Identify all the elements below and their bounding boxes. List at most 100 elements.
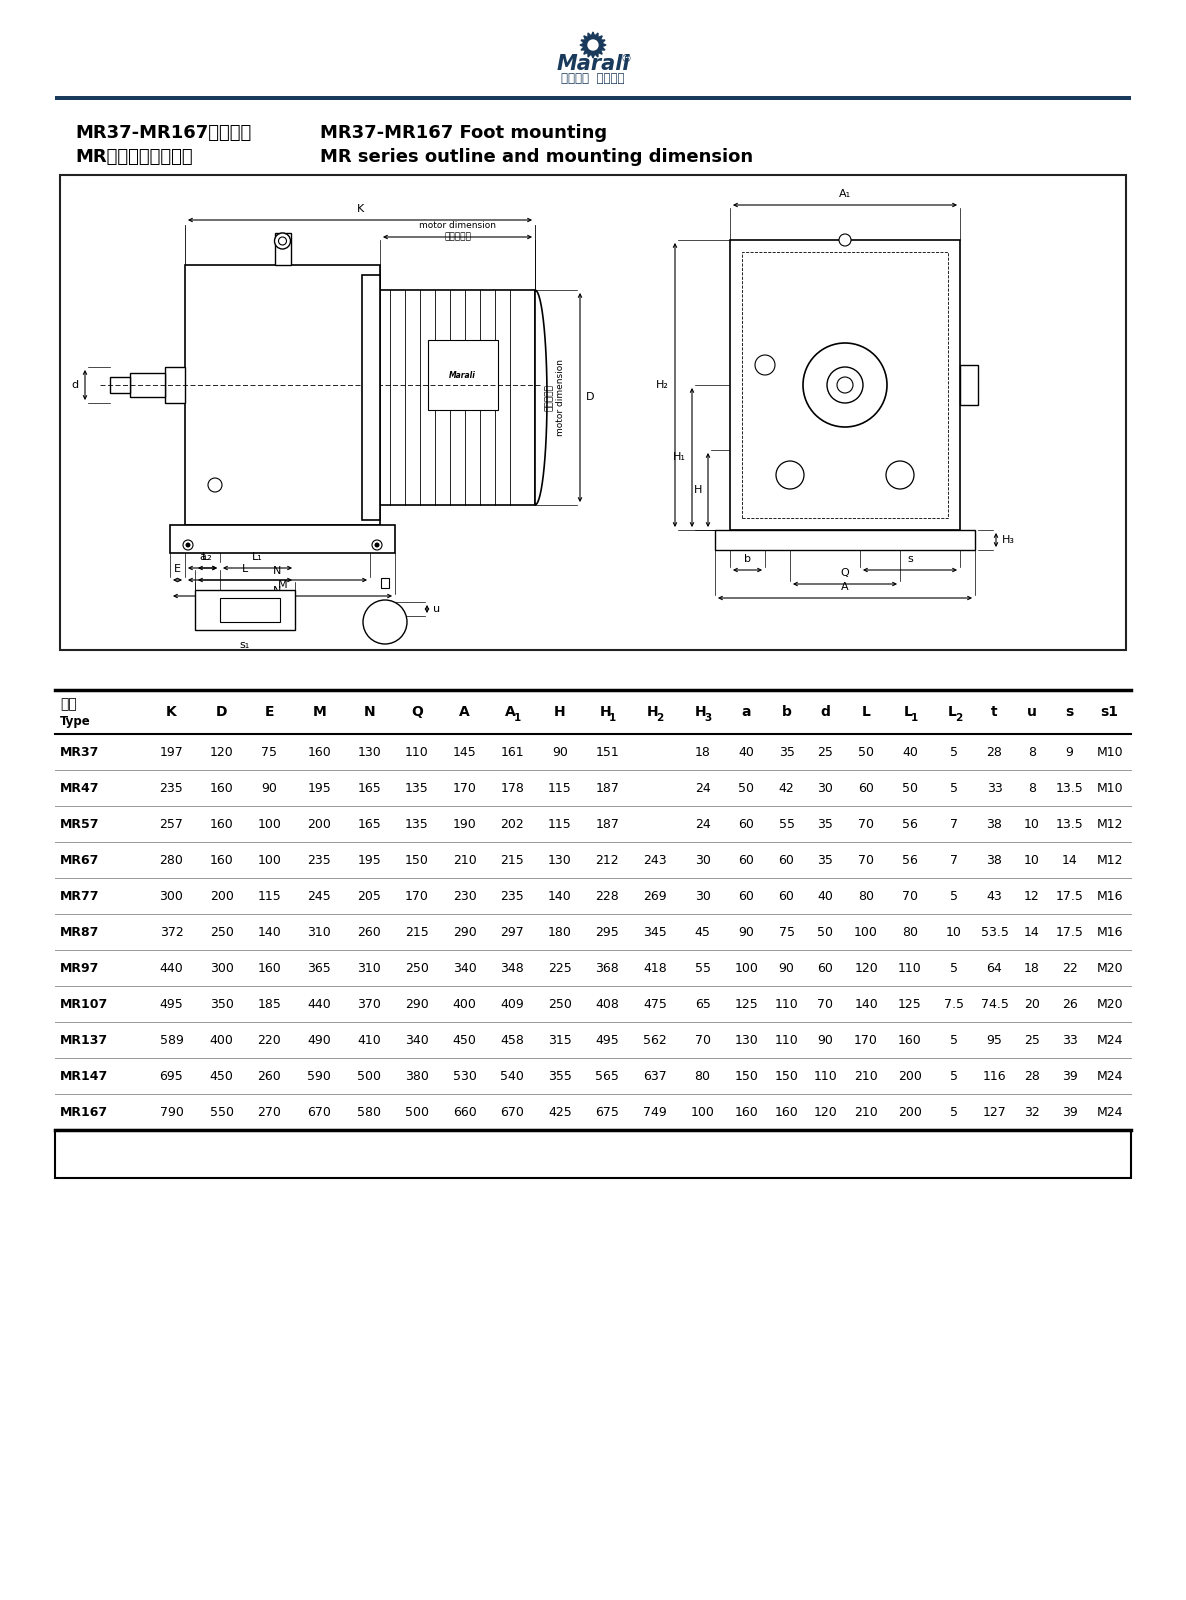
Text: 2: 2	[656, 714, 664, 723]
Text: 匠心之作  精密传动: 匠心之作 精密传动	[561, 72, 625, 85]
Text: 310: 310	[307, 925, 331, 939]
Text: 400: 400	[453, 997, 477, 1011]
Text: 5: 5	[950, 890, 958, 902]
Text: 33: 33	[987, 781, 1002, 795]
Text: 按电机尺寸: 按电机尺寸	[444, 232, 471, 242]
Text: 80: 80	[859, 890, 874, 902]
Text: 220: 220	[257, 1034, 281, 1046]
Text: 380: 380	[406, 1069, 429, 1083]
Text: s₁: s₁	[240, 640, 250, 650]
Text: MR57: MR57	[60, 818, 100, 830]
Text: 197: 197	[160, 746, 184, 758]
Circle shape	[803, 342, 887, 427]
Text: 90: 90	[739, 925, 754, 939]
Bar	[110, 378, 130, 394]
Text: 340: 340	[453, 962, 477, 974]
Text: 53.5: 53.5	[981, 925, 1008, 939]
Text: 90: 90	[261, 781, 278, 795]
Text: 290: 290	[406, 997, 429, 1011]
Bar	[380, 290, 535, 506]
Text: 1: 1	[608, 714, 616, 723]
Text: 500: 500	[404, 1106, 429, 1118]
Text: 409: 409	[500, 997, 524, 1011]
Text: 42: 42	[779, 781, 795, 795]
Text: MR series outline and mounting dimension: MR series outline and mounting dimension	[320, 149, 753, 166]
Text: 400: 400	[210, 1034, 234, 1046]
Text: 170: 170	[453, 781, 477, 795]
Text: 235: 235	[160, 781, 184, 795]
Text: 280: 280	[160, 853, 184, 867]
Text: 500: 500	[357, 1069, 382, 1083]
Text: 30: 30	[695, 890, 710, 902]
Circle shape	[755, 355, 774, 374]
Text: 140: 140	[257, 925, 281, 939]
Text: 3: 3	[704, 714, 712, 723]
Text: 408: 408	[595, 997, 619, 1011]
Text: 212: 212	[595, 853, 619, 867]
Text: s: s	[907, 554, 913, 565]
Text: 270: 270	[257, 1106, 281, 1118]
Text: 749: 749	[643, 1106, 667, 1118]
Text: 210: 210	[854, 1069, 878, 1083]
Circle shape	[588, 40, 598, 50]
Text: 675: 675	[595, 1106, 619, 1118]
Text: 562: 562	[643, 1034, 667, 1046]
Text: H: H	[694, 485, 702, 494]
Text: L₁: L₁	[253, 552, 263, 562]
Text: 32: 32	[1025, 1106, 1040, 1118]
Text: 8: 8	[1028, 746, 1037, 758]
Text: 195: 195	[307, 781, 331, 795]
Text: 9: 9	[1066, 746, 1073, 758]
Text: M16: M16	[1096, 925, 1123, 939]
Text: MR97: MR97	[60, 962, 100, 974]
Text: 458: 458	[500, 1034, 524, 1046]
Text: 43: 43	[987, 890, 1002, 902]
Text: 410: 410	[357, 1034, 381, 1046]
Text: u: u	[433, 603, 440, 614]
Text: 30: 30	[695, 853, 710, 867]
Text: 310: 310	[357, 962, 381, 974]
Text: 75: 75	[261, 746, 278, 758]
Text: 187: 187	[595, 818, 619, 830]
Text: 13.5: 13.5	[1056, 781, 1084, 795]
Text: 35: 35	[817, 818, 834, 830]
Circle shape	[279, 237, 287, 245]
Text: 440: 440	[160, 962, 184, 974]
Text: N: N	[273, 566, 282, 576]
Text: 28: 28	[987, 746, 1002, 758]
Text: 20: 20	[1024, 997, 1040, 1011]
Text: 550: 550	[210, 1106, 234, 1118]
Text: 115: 115	[257, 890, 281, 902]
Text: Q: Q	[841, 568, 849, 578]
Text: 160: 160	[898, 1034, 922, 1046]
Text: 205: 205	[357, 890, 382, 902]
Text: 60: 60	[778, 890, 795, 902]
Circle shape	[183, 541, 193, 550]
Text: 660: 660	[453, 1106, 477, 1118]
Text: L: L	[862, 706, 871, 718]
Text: 225: 225	[548, 962, 572, 974]
Text: 540: 540	[500, 1069, 524, 1083]
Text: 35: 35	[817, 853, 834, 867]
Bar	[60, 174, 1126, 650]
Text: 100: 100	[257, 818, 281, 830]
Text: 22: 22	[1061, 962, 1078, 974]
Bar	[715, 530, 975, 550]
Text: 18: 18	[1024, 962, 1040, 974]
Text: d: d	[72, 379, 79, 390]
Circle shape	[274, 234, 291, 250]
Text: 10: 10	[1024, 853, 1040, 867]
Text: 495: 495	[595, 1034, 619, 1046]
Text: 300: 300	[210, 962, 234, 974]
Text: Note:  d≤50mm Tolerance k6,d>50mm Tolerance m6: Note: d≤50mm Tolerance k6,d>50mm Toleran…	[610, 1139, 944, 1152]
Text: 120: 120	[854, 962, 878, 974]
Text: 7: 7	[950, 818, 958, 830]
Text: ®: ®	[620, 54, 631, 64]
Text: (MR37-MR107) H, (MR137-MR167) H: (MR37-MR107) H, (MR137-MR167) H	[610, 1157, 874, 1171]
Text: 187: 187	[595, 781, 619, 795]
Text: 127: 127	[982, 1106, 1007, 1118]
Text: （MR37-MR107）H，（MR137-MR167）H: （MR37-MR107）H，（MR137-MR167）H	[65, 1157, 312, 1171]
Bar	[959, 365, 978, 405]
Text: 30: 30	[817, 781, 834, 795]
Text: 125: 125	[898, 997, 922, 1011]
